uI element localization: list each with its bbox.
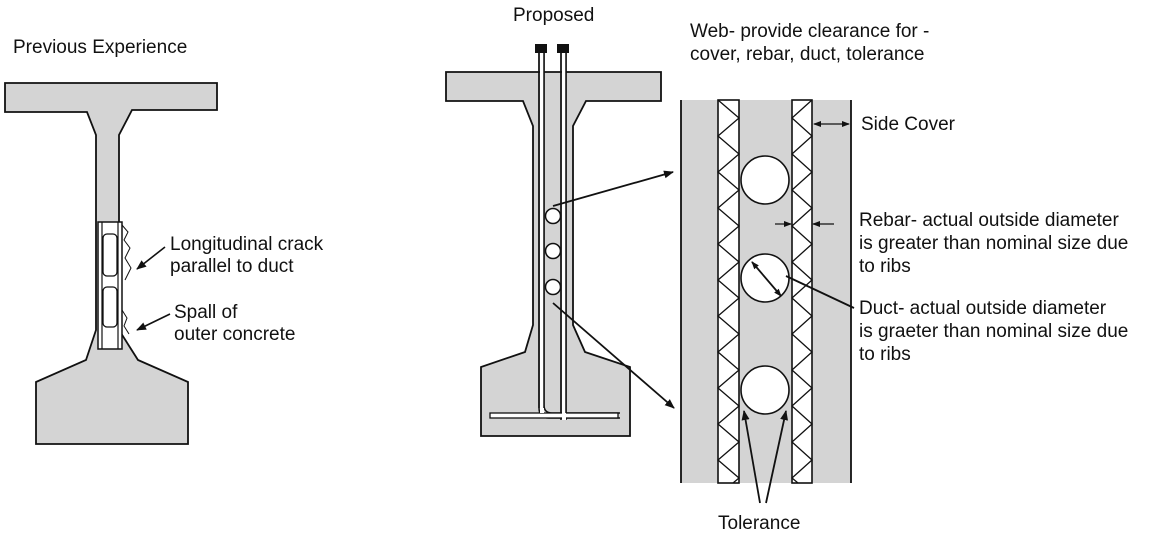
web-clearance-line2: cover, rebar, duct, tolerance (690, 44, 925, 65)
web-clearance-line1: Web- provide clearance for - (690, 21, 930, 42)
duct-leader (785, 275, 855, 309)
proposed-title: Proposed (513, 5, 595, 26)
web-detail (680, 99, 852, 484)
rebar-note-line3: to ribs (859, 256, 911, 277)
proposed-girder (445, 44, 662, 437)
rebar-band-right (791, 99, 813, 484)
rebar-note-line1: Rebar- actual outside diameter (859, 210, 1119, 231)
zoom-arrow-bottom (552, 302, 675, 409)
long-crack-line2: parallel to duct (170, 256, 294, 277)
side-cover-label: Side Cover (861, 114, 955, 135)
anchor-cap-left (535, 44, 547, 53)
tolerance-arrow-left (741, 410, 761, 504)
spall-line2: outer concrete (174, 324, 296, 345)
tolerance-arrow-right (765, 410, 788, 504)
long-crack-line1: Longitudinal crack (170, 234, 324, 255)
duct-circle (544, 207, 562, 225)
rebar-zigzag-right (791, 99, 813, 484)
duct-large (740, 155, 790, 205)
spall-arrow (136, 313, 171, 331)
previous-girder (4, 82, 218, 445)
duct-diameter-arrow (751, 261, 782, 297)
crack-arrow (136, 246, 166, 270)
crack-line (121, 224, 132, 281)
duct-circle (544, 278, 562, 296)
rebar-note-line2: is greater than nominal size due (859, 233, 1129, 254)
duct-note-line2: is graeter than nominal size due (859, 321, 1129, 342)
bottom-rebar (489, 412, 619, 419)
anchor-cap-right (557, 44, 569, 53)
spall-line (121, 309, 130, 335)
duct-note-line3: to ribs (859, 344, 911, 365)
duct-large (740, 365, 790, 415)
duct-circle (544, 242, 562, 260)
rebar-band-left (717, 99, 740, 484)
duct-note-line1: Duct- actual outside diameter (859, 298, 1107, 319)
tolerance-label: Tolerance (718, 513, 801, 534)
zoom-arrow-top (552, 170, 674, 207)
spall-line1: Spall of (174, 302, 238, 323)
previous-experience-title: Previous Experience (13, 37, 188, 58)
rebar-zigzag-left (717, 99, 741, 484)
